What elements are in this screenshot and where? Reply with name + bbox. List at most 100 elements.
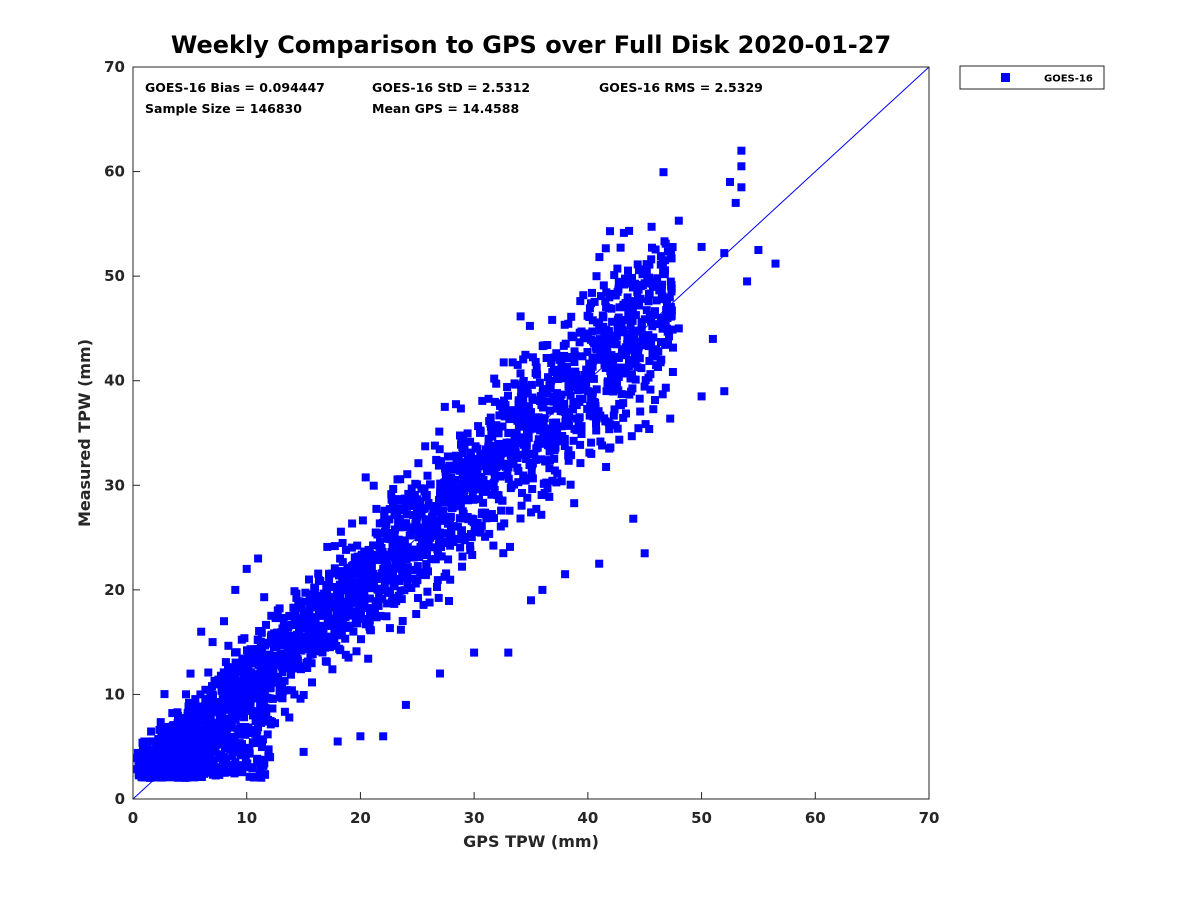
data-point (588, 406, 597, 415)
data-point (631, 375, 640, 384)
data-point (357, 570, 366, 579)
data-points (132, 146, 780, 782)
data-point (568, 368, 577, 377)
data-point (665, 293, 674, 302)
data-point (504, 429, 513, 437)
data-point (599, 313, 608, 322)
data-point (417, 510, 426, 519)
data-point (261, 659, 269, 668)
stats-annotations: GOES-16 Bias = 0.094447 GOES-16 StD = 2.… (145, 80, 763, 116)
data-point (254, 554, 263, 563)
data-point (602, 463, 611, 471)
data-point (147, 763, 156, 772)
data-point (373, 585, 382, 594)
data-point (485, 529, 494, 538)
data-point (229, 737, 238, 746)
data-point (310, 584, 319, 592)
axis-ticks: 0 10 20 30 40 50 60 70 0 10 20 30 40 50 60 70 (104, 58, 939, 827)
data-point (566, 480, 575, 489)
data-point (606, 290, 615, 299)
data-point (621, 274, 629, 283)
data-point (201, 685, 210, 694)
data-point (153, 764, 162, 773)
data-point (633, 288, 642, 297)
data-point (257, 698, 266, 707)
data-point (550, 392, 559, 401)
data-point (490, 467, 499, 476)
data-point (383, 599, 392, 608)
data-point (347, 543, 356, 552)
data-point (248, 772, 256, 781)
data-point (411, 479, 420, 488)
data-point (428, 543, 437, 552)
data-point (521, 476, 530, 485)
data-point (550, 353, 559, 362)
data-point (420, 531, 429, 540)
data-point (642, 306, 651, 315)
data-point (348, 607, 357, 616)
data-point (161, 748, 170, 757)
data-point (458, 449, 467, 457)
data-point (536, 396, 544, 405)
data-point (537, 491, 546, 499)
data-point (377, 584, 386, 593)
data-point (163, 772, 172, 780)
data-point (184, 702, 193, 711)
data-point (426, 480, 434, 489)
data-point (305, 623, 314, 632)
data-point (640, 315, 649, 324)
data-point (490, 486, 499, 494)
data-point (207, 699, 216, 708)
data-point (179, 714, 188, 723)
data-point (460, 486, 469, 494)
data-point (500, 412, 509, 421)
data-point (614, 372, 623, 381)
data-point (182, 690, 190, 699)
data-point (197, 767, 206, 776)
data-point (433, 583, 441, 591)
data-point (258, 743, 266, 752)
y-tick-label: 70 (104, 58, 125, 76)
data-point (477, 510, 486, 519)
data-point (611, 421, 620, 430)
data-point (299, 609, 308, 618)
data-point (615, 368, 623, 377)
data-point (542, 389, 551, 397)
data-point (171, 748, 180, 757)
y-tick-label: 20 (104, 581, 125, 599)
data-point (475, 473, 484, 481)
data-point (522, 434, 531, 443)
plot-frame (132, 66, 930, 800)
data-point (184, 717, 193, 726)
data-point (665, 332, 673, 341)
data-point (265, 650, 274, 659)
data-point (608, 317, 617, 326)
data-point (486, 452, 495, 461)
data-point (576, 297, 585, 306)
data-point (564, 456, 573, 465)
data-point (453, 522, 462, 531)
data-point (377, 553, 386, 562)
data-point (468, 456, 477, 464)
data-point (317, 594, 326, 603)
data-point (161, 739, 170, 748)
data-point (297, 604, 306, 612)
data-point (455, 514, 464, 523)
data-point (512, 428, 521, 437)
data-point (519, 396, 528, 405)
data-point (531, 369, 540, 378)
data-point (450, 496, 459, 504)
data-point (139, 767, 148, 776)
data-point (254, 648, 263, 657)
data-point (345, 575, 354, 584)
data-point (594, 407, 603, 416)
data-point (145, 745, 154, 754)
data-point (218, 757, 227, 766)
data-point (594, 341, 603, 350)
data-point (667, 287, 676, 296)
data-point (487, 429, 496, 438)
data-point (472, 528, 481, 536)
data-point (305, 575, 313, 584)
data-point (455, 465, 464, 474)
data-point (626, 374, 635, 383)
